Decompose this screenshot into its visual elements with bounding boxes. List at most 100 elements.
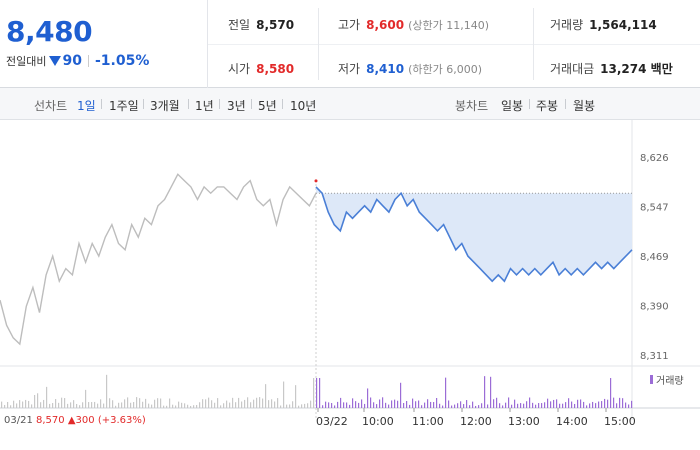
- volume-bar: [433, 402, 435, 408]
- divider: [101, 99, 102, 109]
- volume-bar: [208, 397, 210, 408]
- volume-bar: [97, 403, 99, 408]
- change-label: 전일대비: [6, 55, 47, 68]
- volume-bar: [187, 404, 189, 408]
- volume-bar: [478, 405, 480, 408]
- volume-bar: [190, 405, 192, 408]
- volume-bar: [538, 403, 540, 408]
- volume-bar: [430, 401, 432, 408]
- prev-date: 03/21: [4, 415, 33, 426]
- volume-bar: [19, 400, 21, 408]
- volume-bar: [454, 404, 456, 408]
- up-arrow-icon: ▲: [67, 415, 76, 426]
- period-3month[interactable]: 3개월: [150, 99, 180, 113]
- candle-monthly[interactable]: 월봉: [573, 99, 596, 113]
- series-line-prev: [0, 173, 317, 346]
- volume-bar: [613, 397, 615, 408]
- quote-panel: 8,480 전일대비 90 -1.05% 전일 8,570 고가 8,600 (상한가…: [0, 0, 700, 88]
- volume-bar: [7, 402, 9, 408]
- x-tick-label: 14:00: [556, 415, 588, 428]
- volume-bar: [631, 400, 633, 408]
- volume-bar: [493, 399, 495, 408]
- volume-bar: [526, 401, 528, 408]
- volume-bar: [343, 402, 345, 408]
- volume-bar: [616, 403, 618, 408]
- volume-bar: [157, 398, 159, 408]
- low-price: 저가 8,410 (하한가 6,000): [338, 60, 482, 77]
- current-price-box: 8,480 전일대비 90 -1.05%: [0, 0, 208, 88]
- period-3year[interactable]: 3년: [227, 99, 246, 113]
- volume-bar: [250, 402, 252, 408]
- period-1year[interactable]: 1년: [195, 99, 214, 113]
- volume-bar: [418, 400, 420, 408]
- volume-value: 1,564,114: [589, 18, 657, 32]
- candle-weekly[interactable]: 주봉: [536, 99, 559, 113]
- volume-bar: [328, 402, 330, 408]
- volume-bar: [619, 397, 621, 408]
- volume-bar: [25, 399, 27, 408]
- volume-bar: [391, 400, 393, 408]
- open-price: 시가 8,580: [228, 60, 294, 77]
- change-row: 전일대비 90 -1.05%: [6, 53, 149, 69]
- volume-bar: [295, 385, 297, 408]
- period-10year[interactable]: 10년: [290, 99, 317, 113]
- volume-bar: [172, 404, 174, 408]
- volume-bar: [322, 405, 324, 408]
- candle-daily[interactable]: 일봉: [501, 99, 524, 113]
- volume-bar: [439, 403, 441, 408]
- volume-bar: [286, 404, 288, 408]
- lower-limit: (하한가 6,000): [408, 63, 482, 76]
- volume-bar: [448, 400, 450, 408]
- volume-bar: [262, 398, 264, 408]
- volume-bar: [91, 402, 93, 408]
- volume-bar: [241, 401, 243, 408]
- volume-bar: [43, 399, 45, 408]
- volume-bar: [379, 399, 381, 408]
- volume-bar: [289, 404, 291, 408]
- volume-bar: [199, 402, 201, 408]
- volume-bar: [544, 402, 546, 408]
- low-label: 저가: [338, 62, 361, 76]
- volume-bar: [532, 402, 534, 408]
- volume-bar: [325, 401, 327, 408]
- volume-bar: [484, 376, 486, 408]
- period-1day[interactable]: 1일: [77, 99, 96, 113]
- period-5year[interactable]: 5년: [258, 99, 277, 113]
- volume-bar: [265, 384, 267, 408]
- volume-bar: [352, 398, 354, 408]
- volume-bar: [490, 376, 492, 408]
- volume-bar: [13, 400, 15, 408]
- x-axis-labels: 03/22 10:00 11:00 12:00 13:00 14:00 15:00: [316, 408, 636, 428]
- volume-bar: [169, 398, 171, 408]
- volume-bar: [427, 399, 429, 408]
- volume-bar: [103, 403, 105, 408]
- current-price: 8,480: [6, 15, 93, 48]
- volume-bar: [346, 402, 348, 408]
- volume-bar: [142, 401, 144, 408]
- volume-bar: [118, 402, 120, 408]
- volume-bar: [310, 400, 312, 408]
- volume-bar: [256, 397, 258, 408]
- x-tick-label: 11:00: [412, 415, 444, 428]
- volume-bar: [229, 402, 231, 408]
- period-1week[interactable]: 1주일: [109, 99, 139, 113]
- volume-bar: [106, 374, 108, 408]
- volume-bar: [271, 399, 273, 408]
- volume-bar: [535, 404, 537, 408]
- volume-bar: [85, 389, 87, 408]
- volume-bar: [238, 397, 240, 408]
- change-percent: -1.05%: [94, 53, 150, 69]
- price-chart[interactable]: 8,626 8,547 8,469 8,390 8,311 03/22 10:00 11:0…: [0, 120, 700, 450]
- volume-label: 거래량: [550, 18, 584, 32]
- volume-bar: [406, 400, 408, 408]
- volume-bar: [4, 404, 6, 408]
- divider: [282, 99, 283, 109]
- volume-bar: [502, 405, 504, 408]
- volume-bar: [214, 402, 216, 408]
- volume-bar: [463, 404, 465, 408]
- volume-bar: [139, 398, 141, 408]
- volume-bar: [589, 403, 591, 408]
- volume-bar: [469, 405, 471, 408]
- volume-bar: [145, 398, 147, 408]
- volume-bar: [283, 381, 285, 408]
